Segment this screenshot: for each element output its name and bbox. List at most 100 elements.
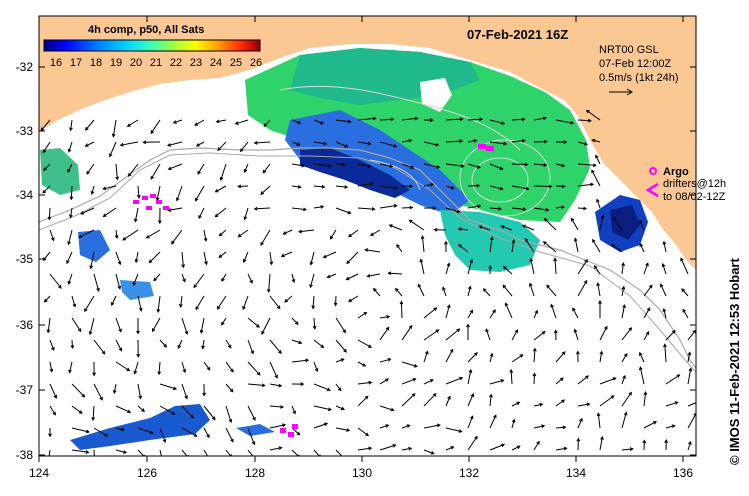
current-vector (379, 118, 394, 121)
current-vector (335, 317, 346, 333)
current-vector-head (621, 285, 626, 290)
sst-swath-west-3 (120, 280, 154, 300)
current-vector-head (662, 307, 667, 313)
current-vector-head (69, 196, 74, 201)
current-vector (196, 141, 205, 147)
current-vector-head (152, 328, 156, 333)
current-vector-head (406, 424, 411, 428)
current-vector (168, 207, 183, 211)
current-vector-head (468, 368, 473, 374)
current-vector (489, 163, 503, 170)
current-vector-head (442, 286, 446, 291)
x-tick-label: 126 (137, 466, 157, 480)
current-vector-head (323, 141, 328, 146)
current-vector-head (42, 189, 47, 194)
current-vector-head (596, 282, 600, 287)
current-vector (529, 283, 535, 297)
current-vector-head (676, 374, 681, 378)
current-vector-head (326, 274, 331, 279)
current-vector (291, 273, 295, 283)
current-vector (335, 207, 351, 214)
current-vector (401, 117, 418, 121)
current-vector (530, 258, 535, 275)
current-vector-head (242, 306, 246, 311)
current-vector-head (262, 169, 267, 174)
current-vector (137, 185, 140, 198)
current-vector-head (435, 329, 440, 333)
current-vector-head (599, 350, 604, 355)
current-vector (243, 251, 249, 263)
current-vector-head (573, 328, 578, 333)
current-vector-head (284, 298, 289, 303)
current-vector (348, 295, 359, 302)
current-vector (445, 427, 462, 433)
colorbar: 4h comp, p50, All Sats 16 17 18 19 20 21 22 23 2… (43, 24, 262, 69)
current-vector (312, 295, 315, 309)
current-vector (467, 393, 474, 407)
current-vector (577, 119, 591, 122)
current-vector-head (639, 351, 643, 356)
current-vector (379, 358, 391, 363)
current-vector-head (385, 378, 390, 382)
current-vector-head (194, 122, 199, 126)
current-vector-head (117, 261, 122, 266)
current-vector (313, 119, 324, 125)
current-vector-head (524, 237, 529, 242)
current-vector (555, 426, 566, 429)
current-vector-head (500, 121, 506, 125)
current-vector (571, 218, 579, 231)
current-vector-head (473, 139, 478, 143)
current-vector (103, 207, 117, 217)
current-vector (171, 229, 183, 245)
current-vector-head (228, 454, 232, 456)
current-vector-head (593, 265, 598, 269)
current-vector (225, 449, 232, 456)
current-vector (68, 229, 73, 245)
current-vector-head (500, 379, 505, 383)
current-vector-head (193, 433, 198, 437)
current-vector-head (409, 205, 414, 210)
current-vector (262, 163, 271, 174)
current-vector (216, 119, 227, 123)
current-vector (643, 307, 651, 319)
current-vector (247, 361, 261, 376)
current-vector-head (320, 205, 325, 209)
current-vector-head (430, 182, 435, 187)
current-vector-head (221, 321, 225, 326)
current-vector (181, 273, 186, 282)
current-vector-head (171, 411, 176, 415)
scale-arrow-head (626, 88, 633, 96)
current-vector-head (118, 328, 122, 333)
current-vector (611, 244, 623, 253)
current-vector (269, 361, 278, 379)
current-vector (467, 259, 473, 275)
current-vector (260, 229, 271, 246)
current-vector-head (133, 218, 138, 223)
current-vector-head (392, 444, 397, 448)
current-vector-head (600, 214, 605, 219)
current-vector-head (211, 416, 216, 421)
colorbar-tick-label: 21 (150, 57, 162, 69)
plot-frame (38, 15, 697, 457)
current-vector-head (346, 428, 351, 432)
current-vector-head (476, 165, 481, 169)
current-vector (113, 383, 117, 394)
current-vector-head (276, 305, 281, 310)
current-vector (599, 436, 603, 451)
current-vector-head (85, 450, 90, 454)
current-vector-head (204, 261, 208, 266)
current-vector (663, 241, 667, 253)
colorbar-tick-label: 22 (170, 57, 182, 69)
current-vector-head (446, 304, 451, 309)
current-vector-head (543, 139, 548, 144)
current-vector-head (111, 302, 115, 307)
current-vector (680, 258, 689, 275)
current-vector-head (629, 447, 634, 452)
current-vector (49, 229, 55, 241)
current-vector (445, 185, 455, 189)
current-vector-head (509, 368, 514, 373)
current-vector (511, 239, 515, 253)
current-vector-head (575, 350, 580, 355)
current-vector (533, 348, 536, 363)
current-vector (247, 405, 256, 421)
